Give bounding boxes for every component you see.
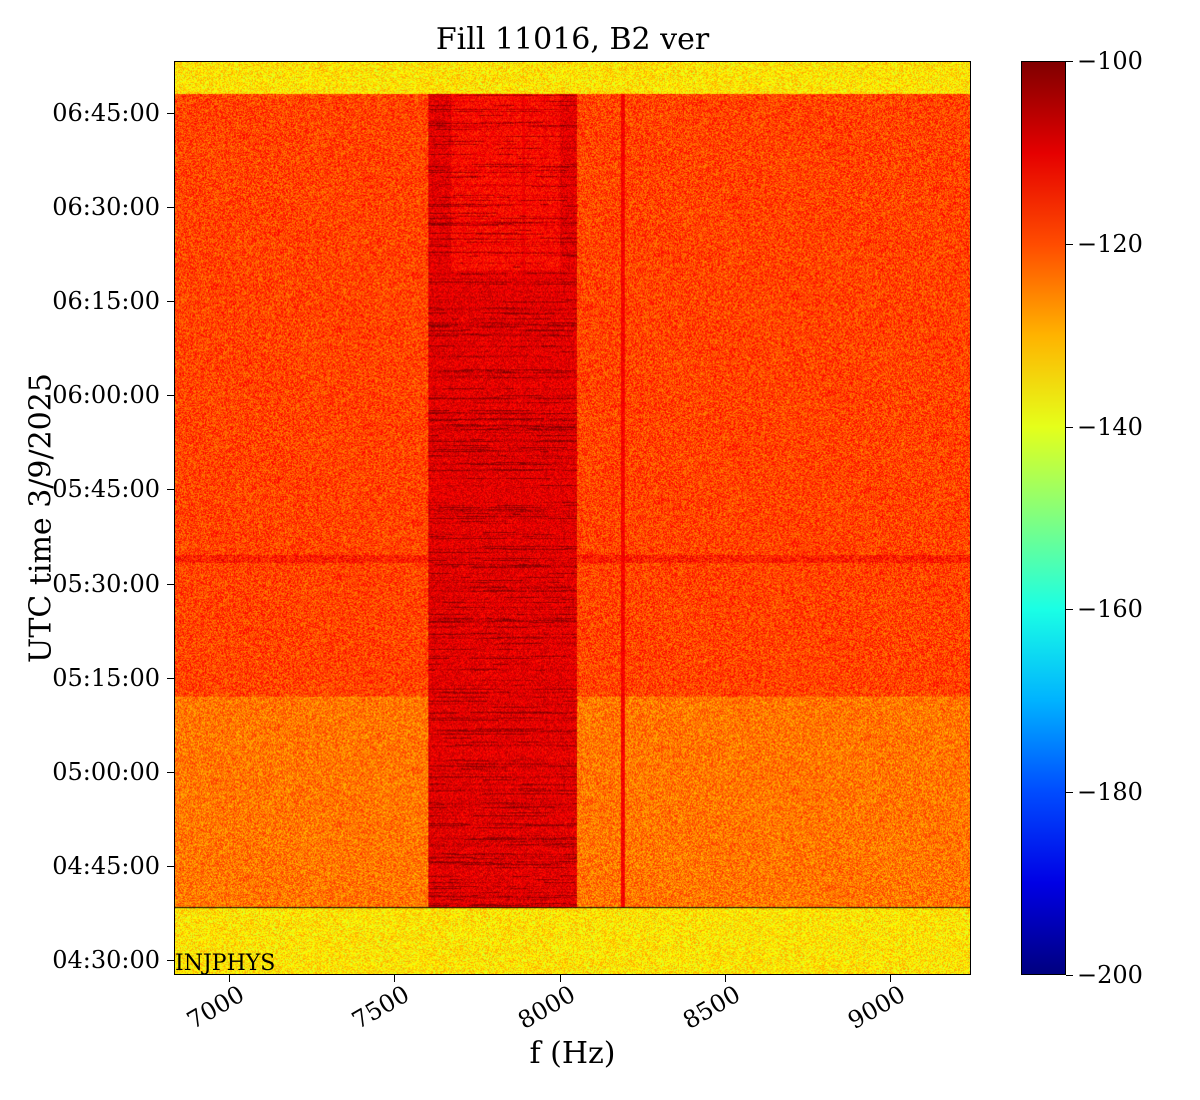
x-tick-label: 7500 — [347, 980, 415, 1035]
colorbar-tick-label: −160 — [1077, 595, 1143, 624]
y-tick — [167, 489, 174, 491]
y-tick — [167, 583, 174, 585]
y-tick — [167, 865, 174, 867]
x-tick — [890, 975, 892, 982]
colorbar-tick — [1066, 609, 1073, 611]
y-tick-label: 06:30:00 — [52, 193, 160, 222]
y-tick-label: 05:30:00 — [52, 569, 160, 598]
x-tick-label: 8000 — [512, 980, 580, 1035]
y-tick-label: 04:30:00 — [52, 945, 160, 974]
colorbar-tick — [1066, 792, 1073, 794]
y-tick-label: 05:15:00 — [52, 663, 160, 692]
y-tick-label: 06:45:00 — [52, 99, 160, 128]
x-tick — [724, 975, 726, 982]
colorbar — [1021, 61, 1066, 975]
colorbar-tick-label: −140 — [1077, 412, 1143, 441]
x-tick — [559, 975, 561, 982]
x-tick-label: 9000 — [843, 980, 911, 1035]
y-tick-label: 05:45:00 — [52, 475, 160, 504]
y-tick-label: 06:00:00 — [52, 381, 160, 410]
y-tick-label: 05:00:00 — [52, 757, 160, 786]
y-tick — [167, 395, 174, 397]
annotation-label: INJPHYS — [175, 951, 276, 976]
y-tick — [167, 207, 174, 209]
colorbar-tick-label: −120 — [1077, 229, 1143, 258]
x-tick-label: 7000 — [182, 980, 250, 1035]
colorbar-tick — [1066, 975, 1073, 976]
colorbar-tick-label: −100 — [1077, 47, 1143, 75]
colorbar-tick-label: −180 — [1077, 778, 1143, 807]
x-axis-label: f (Hz) — [529, 1036, 616, 1071]
colorbar-tick-label: −200 — [1077, 961, 1143, 989]
x-tick-label: 8500 — [677, 980, 745, 1035]
y-tick — [167, 677, 174, 679]
colorbar-tick — [1066, 426, 1073, 428]
y-tick — [167, 959, 174, 961]
y-tick-label: 04:45:00 — [52, 851, 160, 880]
y-axis-label: UTC time 3/9/2025 — [23, 373, 59, 663]
y-tick — [167, 301, 174, 303]
spectrogram-heatmap — [175, 62, 970, 974]
colorbar-tick — [1066, 61, 1073, 62]
colorbar-tick — [1066, 243, 1073, 245]
chart-title: Fill 11016, B2 ver — [435, 22, 710, 57]
y-tick — [167, 113, 174, 115]
y-tick-label: 06:15:00 — [52, 287, 160, 316]
spectrogram-plot-area — [174, 61, 971, 975]
x-tick — [229, 975, 231, 982]
x-tick — [394, 975, 396, 982]
y-tick — [167, 771, 174, 773]
